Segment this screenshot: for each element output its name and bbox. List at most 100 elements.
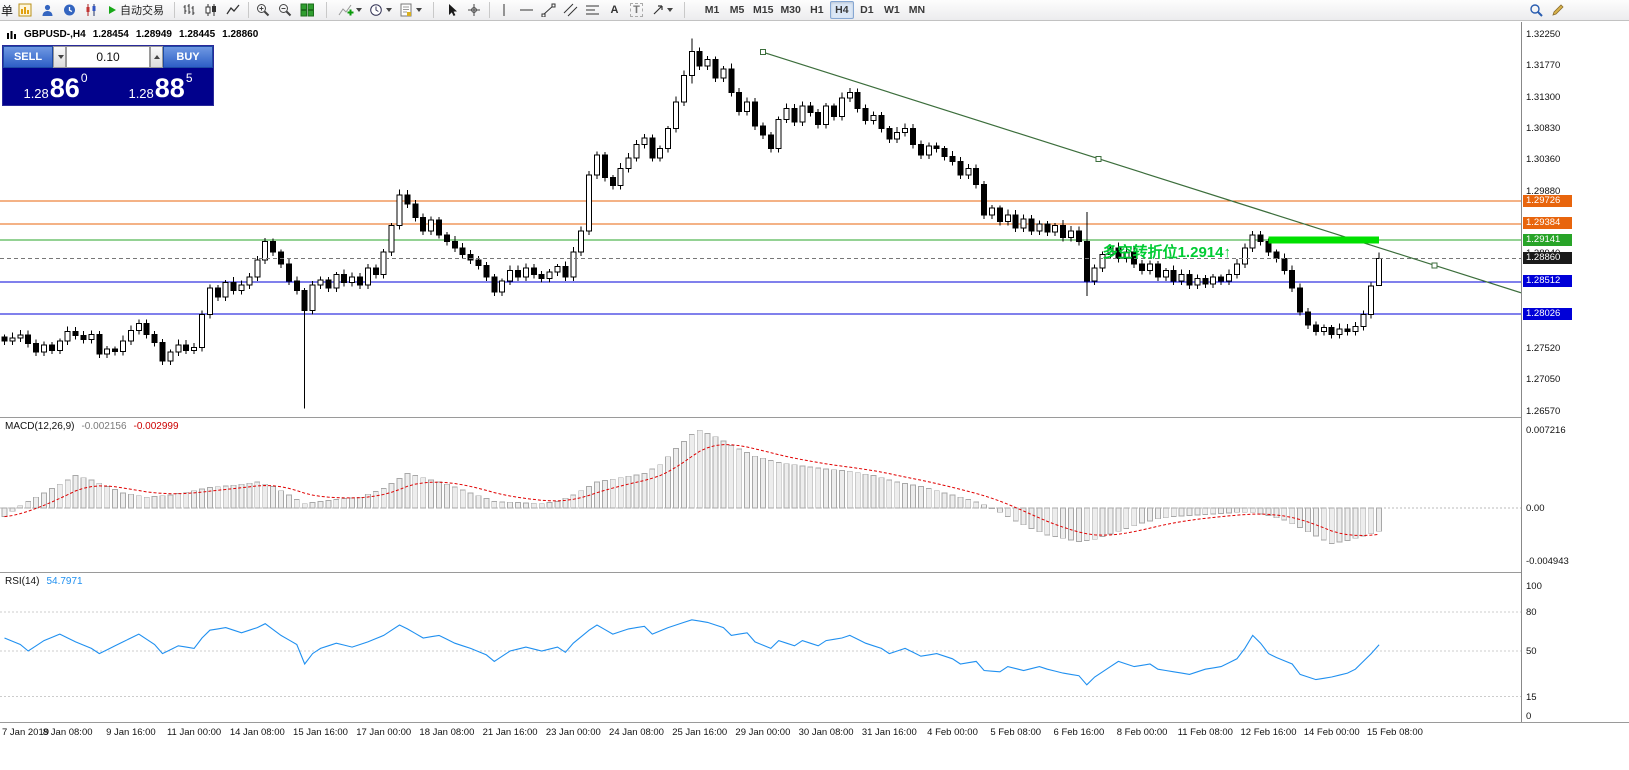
macd-panel-canvas[interactable]	[0, 418, 1521, 572]
tile-windows-button[interactable]	[297, 1, 318, 19]
trendline-button[interactable]	[538, 1, 559, 19]
toolbar: 单 自动交易	[0, 0, 1629, 21]
periods-clock-icon	[370, 4, 382, 16]
crosshair-button[interactable]	[464, 1, 485, 19]
buy-price[interactable]: 1.28 88 5	[108, 68, 213, 105]
volume-up-button[interactable]	[150, 46, 163, 68]
search-button[interactable]	[1526, 1, 1547, 19]
bar-chart-button[interactable]	[179, 1, 200, 19]
price-tag: 1.28026	[1523, 307, 1572, 320]
candlestick-chart-canvas[interactable]: 多空转折位1.2914↑	[0, 22, 1521, 417]
tile-windows-icon	[300, 3, 314, 17]
navigator-button[interactable]	[81, 1, 102, 19]
time-axis-label: 11 Feb 08:00	[1177, 727, 1233, 738]
zoom-in-icon	[257, 4, 270, 17]
indicators-button[interactable]	[335, 1, 365, 19]
sell-price[interactable]: 1.28 86 0	[3, 68, 108, 105]
zoom-out-button[interactable]	[275, 1, 296, 19]
market-watch-button[interactable]	[59, 1, 80, 19]
time-axis-label: 4 Feb 00:00	[927, 727, 978, 738]
price-axis[interactable]: 1.32250 1.31770 1.31300 1.30830 1.30360 1.298…	[1521, 22, 1629, 722]
arrows-tool-button[interactable]	[648, 1, 676, 19]
panel-separator	[0, 722, 1629, 723]
fibonacci-button[interactable]	[582, 1, 603, 19]
macd-signal-value: -0.002999	[133, 421, 179, 432]
navigator-icon	[86, 4, 96, 16]
volume-input[interactable]	[66, 46, 150, 68]
time-axis-label: 14 Jan 08:00	[229, 727, 285, 738]
price-tag: 1.28512	[1523, 275, 1572, 288]
axis-tick-label: 15	[1526, 691, 1537, 703]
price-tag: 1.29384	[1523, 217, 1572, 230]
timeframe-m30-button[interactable]: M30	[777, 1, 803, 19]
panel-separator[interactable]	[0, 572, 1629, 573]
timeframe-h4-button[interactable]: H4	[829, 1, 854, 19]
vertical-line-button[interactable]	[494, 1, 515, 19]
pencil-icon	[1552, 4, 1564, 16]
buy-button[interactable]: BUY	[163, 46, 213, 68]
timeframe-d1-button[interactable]: D1	[855, 1, 879, 19]
vertical-line-icon	[503, 4, 505, 16]
axis-tick-label: 1.27520	[1526, 342, 1561, 354]
line-chart-icon	[226, 4, 240, 15]
sell-dropdown-button[interactable]	[53, 46, 66, 68]
new-chart-button[interactable]	[15, 1, 36, 19]
ohlc-high: 1.28949	[135, 29, 172, 40]
time-axis-label: 8 Feb 00:00	[1116, 727, 1168, 738]
equidistant-channel-button[interactable]	[560, 1, 581, 19]
macd-signal-line	[4, 444, 1380, 536]
price-tag: 1.29726	[1523, 194, 1572, 207]
time-axis-label: 30 Jan 08:00	[798, 727, 854, 738]
line-chart-button[interactable]	[223, 1, 244, 19]
time-axis-label: 7 Jan 2019	[2, 727, 50, 738]
time-axis-label: 5 Feb 08:00	[990, 727, 1042, 738]
candlestick-chart-button[interactable]	[201, 1, 222, 19]
zoom-in-button[interactable]	[253, 1, 274, 19]
axis-tick-label: -0.004943	[1526, 556, 1569, 568]
quick-edit-button[interactable]	[1548, 1, 1569, 19]
templates-button[interactable]	[396, 1, 425, 19]
time-axis-label: 29 Jan 00:00	[735, 727, 791, 738]
periods-button[interactable]	[366, 1, 395, 19]
axis-tick-label: 0.00	[1526, 503, 1545, 514]
sell-button[interactable]: SELL	[3, 46, 53, 68]
profiles-button[interactable]	[37, 1, 58, 19]
axis-tick-label: 0.007216	[1526, 425, 1566, 437]
axis-tick-label: 80	[1526, 607, 1537, 618]
play-icon	[109, 6, 116, 14]
sell-price-sup: 0	[80, 71, 88, 85]
axis-tick-label: 50	[1526, 646, 1537, 657]
one-click-trading-panel: SELL BUY 1.28 86 0 1.28 88 5	[2, 45, 214, 106]
panel-separator[interactable]	[0, 417, 1629, 418]
rsi-panel-canvas[interactable]	[0, 573, 1521, 722]
timeframe-mn-button[interactable]: MN	[905, 1, 929, 19]
chevron-down-icon	[416, 8, 422, 12]
timeframe-m1-button[interactable]: M1	[700, 1, 724, 19]
timeframe-m5-button[interactable]: M5	[725, 1, 749, 19]
caret-up-icon	[153, 55, 160, 59]
price-tag: 1.29141	[1523, 233, 1572, 246]
time-axis-label: 8 Jan 08:00	[42, 727, 93, 738]
price-tag: 1.28860	[1523, 252, 1572, 265]
symbol-label: GBPUSD-,H4	[24, 29, 86, 40]
partial-order-label[interactable]: 单	[1, 3, 14, 18]
time-axis-label: 14 Feb 00:00	[1303, 727, 1360, 738]
text-tool-button[interactable]: A	[604, 1, 625, 19]
time-axis-label: 6 Feb 16:00	[1053, 727, 1105, 738]
timeframe-m15-button[interactable]: M15	[750, 1, 776, 19]
axis-tick-label: 0	[1526, 711, 1532, 722]
trendline-icon	[541, 3, 556, 17]
chevron-down-icon	[667, 8, 673, 12]
chart-annotation-text[interactable]: 多空转折位1.2914↑	[1103, 243, 1231, 261]
text-label-tool-button[interactable]: T	[626, 1, 647, 19]
time-axis[interactable]: 7 Jan 2019 8 Jan 08:00 9 Jan 16:00 11 Jan 0…	[0, 723, 1521, 770]
horizontal-line-icon	[520, 9, 533, 11]
time-axis-label: 31 Jan 16:00	[861, 727, 917, 738]
horizontal-line-button[interactable]	[516, 1, 537, 19]
auto-trading-button[interactable]: 自动交易	[103, 1, 170, 19]
cursor-button[interactable]	[442, 1, 463, 19]
timeframe-h1-button[interactable]: H1	[805, 1, 829, 19]
caret-down-icon	[57, 55, 64, 59]
timeframe-w1-button[interactable]: W1	[880, 1, 904, 19]
time-axis-label: 25 Jan 16:00	[672, 727, 728, 738]
